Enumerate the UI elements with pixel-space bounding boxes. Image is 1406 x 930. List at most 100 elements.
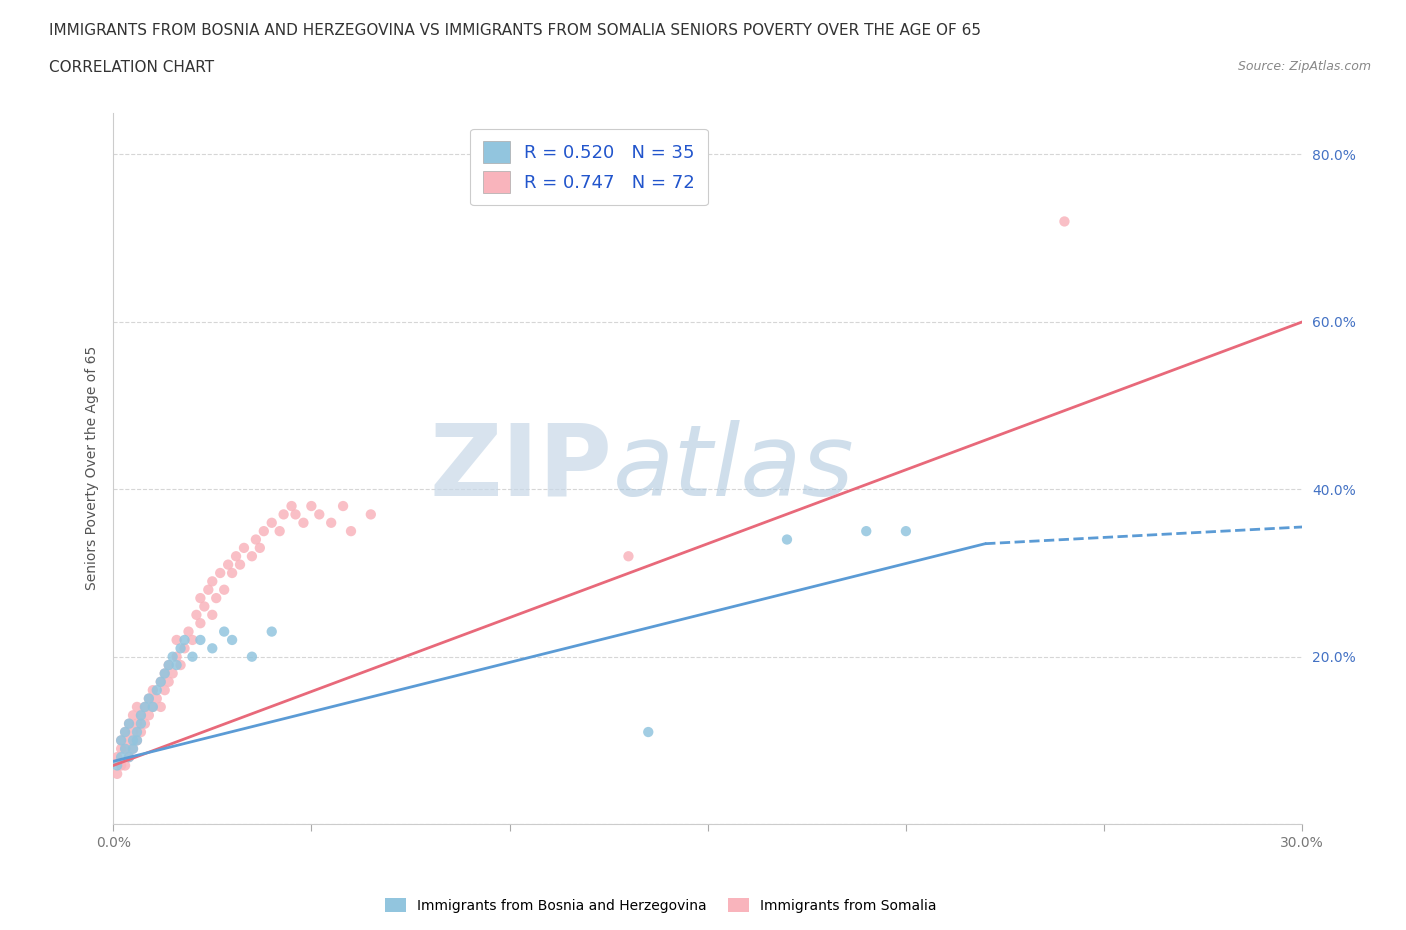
- Text: CORRELATION CHART: CORRELATION CHART: [49, 60, 214, 75]
- Point: [855, 524, 877, 538]
- Point: [217, 557, 239, 572]
- Point: [205, 591, 228, 605]
- Point: [617, 549, 640, 564]
- Point: [776, 532, 799, 547]
- Point: [233, 540, 256, 555]
- Point: [169, 658, 191, 672]
- Point: [173, 632, 195, 647]
- Point: [209, 565, 232, 580]
- Point: [110, 750, 132, 764]
- Point: [1053, 214, 1076, 229]
- Point: [149, 674, 172, 689]
- Point: [122, 733, 145, 748]
- Point: [181, 649, 204, 664]
- Point: [138, 691, 160, 706]
- Point: [169, 641, 191, 656]
- Point: [138, 708, 160, 723]
- Point: [105, 758, 128, 773]
- Text: IMMIGRANTS FROM BOSNIA AND HERZEGOVINA VS IMMIGRANTS FROM SOMALIA SENIORS POVERT: IMMIGRANTS FROM BOSNIA AND HERZEGOVINA V…: [49, 23, 981, 38]
- Point: [221, 565, 243, 580]
- Point: [190, 632, 212, 647]
- Text: ZIP: ZIP: [430, 419, 613, 517]
- Point: [284, 507, 307, 522]
- Point: [894, 524, 917, 538]
- Point: [129, 724, 152, 739]
- Point: [225, 549, 247, 564]
- Point: [260, 624, 283, 639]
- Point: [110, 741, 132, 756]
- Point: [114, 724, 136, 739]
- Point: [125, 724, 148, 739]
- Point: [114, 741, 136, 756]
- Point: [105, 750, 128, 764]
- Point: [114, 741, 136, 756]
- Point: [129, 716, 152, 731]
- Point: [142, 699, 165, 714]
- Point: [105, 766, 128, 781]
- Point: [173, 641, 195, 656]
- Point: [253, 524, 276, 538]
- Point: [118, 733, 141, 748]
- Legend: R = 0.520   N = 35, R = 0.747   N = 72: R = 0.520 N = 35, R = 0.747 N = 72: [470, 128, 707, 206]
- Point: [273, 507, 295, 522]
- Point: [321, 515, 343, 530]
- Point: [114, 724, 136, 739]
- Point: [229, 557, 252, 572]
- Point: [340, 524, 363, 538]
- Point: [142, 683, 165, 698]
- Y-axis label: Seniors Poverty Over the Age of 65: Seniors Poverty Over the Age of 65: [86, 346, 100, 591]
- Point: [157, 658, 180, 672]
- Point: [118, 750, 141, 764]
- Point: [193, 599, 215, 614]
- Point: [240, 549, 263, 564]
- Point: [138, 691, 160, 706]
- Point: [134, 699, 156, 714]
- Text: Source: ZipAtlas.com: Source: ZipAtlas.com: [1237, 60, 1371, 73]
- Point: [129, 708, 152, 723]
- Point: [125, 716, 148, 731]
- Text: atlas: atlas: [613, 419, 855, 517]
- Point: [125, 733, 148, 748]
- Point: [157, 658, 180, 672]
- Point: [146, 683, 169, 698]
- Point: [134, 699, 156, 714]
- Point: [125, 733, 148, 748]
- Point: [245, 532, 267, 547]
- Point: [249, 540, 271, 555]
- Point: [260, 515, 283, 530]
- Point: [142, 699, 165, 714]
- Point: [110, 733, 132, 748]
- Point: [201, 641, 224, 656]
- Point: [162, 649, 184, 664]
- Point: [129, 708, 152, 723]
- Point: [299, 498, 322, 513]
- Point: [122, 741, 145, 756]
- Point: [125, 699, 148, 714]
- Point: [153, 666, 176, 681]
- Point: [240, 649, 263, 664]
- Point: [122, 724, 145, 739]
- Point: [166, 632, 188, 647]
- Point: [177, 624, 200, 639]
- Point: [118, 716, 141, 731]
- Point: [197, 582, 219, 597]
- Point: [118, 750, 141, 764]
- Point: [149, 674, 172, 689]
- Point: [292, 515, 315, 530]
- Point: [110, 733, 132, 748]
- Point: [122, 708, 145, 723]
- Point: [201, 607, 224, 622]
- Legend: Immigrants from Bosnia and Herzegovina, Immigrants from Somalia: Immigrants from Bosnia and Herzegovina, …: [380, 893, 942, 919]
- Point: [190, 616, 212, 631]
- Point: [134, 716, 156, 731]
- Point: [280, 498, 302, 513]
- Point: [332, 498, 354, 513]
- Point: [212, 582, 235, 597]
- Point: [157, 674, 180, 689]
- Point: [201, 574, 224, 589]
- Point: [186, 607, 208, 622]
- Point: [190, 591, 212, 605]
- Point: [122, 741, 145, 756]
- Point: [308, 507, 330, 522]
- Point: [221, 632, 243, 647]
